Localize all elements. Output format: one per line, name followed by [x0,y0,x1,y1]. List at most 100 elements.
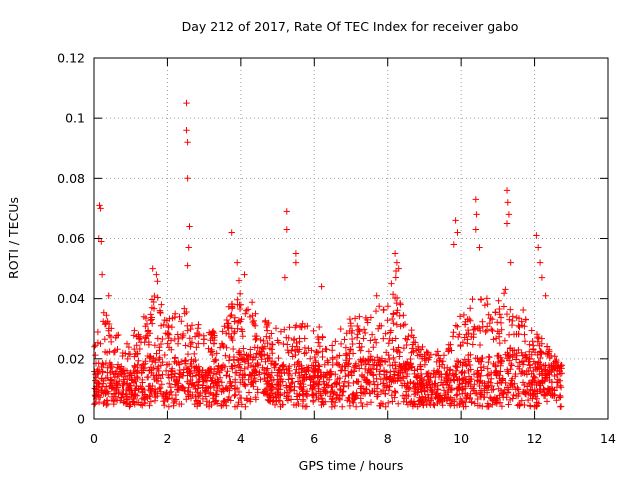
data-point [187,340,194,348]
data-point [478,296,485,303]
data-point [454,376,461,384]
data-point [148,316,155,323]
data-point [150,365,157,372]
data-point [218,379,225,386]
data-point [409,345,416,352]
data-point [310,397,317,404]
x-tick-label: 10 [453,431,469,446]
data-point [538,335,545,342]
data-point [239,371,247,379]
data-point [374,354,381,361]
data-point [342,350,350,357]
data-point [381,382,388,390]
data-point [154,294,161,301]
data-point [312,390,320,397]
data-point [521,331,528,338]
data-point [318,401,325,409]
data-point [185,244,192,251]
data-point [207,389,214,396]
data-point [477,393,485,401]
data-point [149,265,156,272]
data-point [373,292,380,299]
data-point [127,382,134,390]
data-point [183,364,190,372]
data-point [123,340,131,347]
data-point [530,377,538,384]
data-point [504,366,511,373]
data-point [231,362,239,369]
data-point [165,403,173,410]
data-point [134,361,141,368]
data-point [223,372,230,379]
data-point [409,403,417,410]
data-point [346,315,354,323]
data-point [147,386,154,394]
data-point [348,368,355,375]
data-point [432,351,440,358]
data-point [407,378,414,386]
data-point [233,384,241,392]
data-point [275,367,283,374]
data-point [467,351,474,358]
data-point [104,369,111,376]
data-point [219,328,226,335]
data-point [231,328,238,335]
data-point [451,396,458,404]
data-point [172,354,179,361]
data-point [166,391,173,398]
data-point [504,199,511,206]
data-point [395,369,402,376]
data-point [230,330,238,337]
data-point [534,338,541,345]
data-point [133,373,141,381]
data-point [132,350,139,357]
data-point [400,344,408,352]
data-point [266,334,273,342]
data-point [345,394,353,402]
data-point [447,341,454,348]
data-point [424,373,431,380]
data-point [285,392,292,400]
data-point [193,344,200,351]
data-point [424,349,431,357]
data-point [195,340,202,347]
data-point [185,380,193,387]
data-point [170,399,177,407]
data-point [264,352,271,359]
data-point [262,317,269,324]
data-point [536,342,543,349]
data-point [288,347,295,355]
data-point [242,403,249,410]
data-point [106,332,113,339]
data-point [345,379,352,387]
data-point [222,385,229,392]
data-point [94,328,102,336]
data-point [141,400,149,407]
data-point [434,348,441,355]
data-point [508,362,515,369]
data-point [184,350,192,358]
data-point [151,342,159,349]
data-point [551,353,558,360]
data-point [236,301,243,308]
data-point [359,403,366,410]
data-point [319,353,326,361]
data-point [425,379,432,386]
data-point [346,355,353,362]
data-point [373,385,381,392]
data-point [471,325,479,333]
data-point [226,379,233,387]
data-point [530,391,537,398]
data-point [137,339,145,346]
data-point [216,369,223,376]
data-point [101,348,109,356]
data-point [228,363,235,370]
data-point [495,352,502,359]
data-point [163,361,171,368]
data-point [243,307,250,314]
data-point [551,372,558,380]
data-point [353,334,361,341]
data-point [302,390,310,397]
data-point [459,339,467,346]
